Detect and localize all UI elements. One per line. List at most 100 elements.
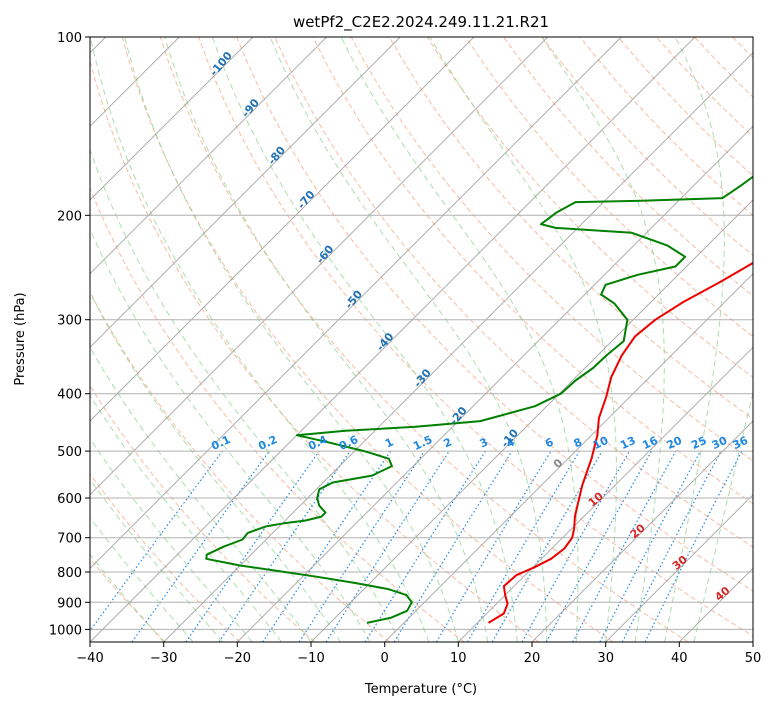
dewpoint-profile [205,175,753,624]
moist-adiabat-line [90,553,165,642]
isotherm-line [531,420,753,642]
moist-adiabat-line [90,228,371,642]
mixing-ratio-line [218,450,351,642]
dry-adiabat-line [90,59,540,642]
mixing-ratio-line [644,450,743,642]
x-tick-label: −40 [76,651,103,666]
mixing-ratio-line [185,450,320,642]
dry-adiabat-line [274,37,753,548]
isotherm-line [90,37,254,201]
mixing-ratio-line [572,450,677,642]
mixing-ratio-line [262,450,392,642]
x-axis-ticks: −40 −30 −20 −10 0 10 20 30 40 50 [76,642,761,666]
isotherm-line [90,37,401,349]
dry-adiabat-line [426,37,753,378]
dry-adiabat-line [121,37,614,642]
isotherm-line [90,37,328,275]
mixing-ratio-lines [90,450,743,642]
isotherm-line [384,272,753,642]
y-tick-label: 700 [57,532,82,547]
isotherm-line [90,37,475,422]
moist-adiabat-line [269,37,548,642]
dry-adiabat-line [90,472,241,642]
y-axis-ticks: 100 200 300 400 500 600 700 800 900 1000 [49,31,90,638]
isotherm-line [90,37,549,496]
y-tick-label: 300 [57,314,82,329]
y-tick-label: 500 [57,445,82,460]
mixing-ratio-line [545,450,653,642]
dry-adiabat-line [90,384,316,642]
moist-adiabat-line [211,37,518,642]
isotherms [90,37,753,642]
mixing-ratio-line [298,450,425,642]
moist-adiabat-line [429,37,617,642]
plot-area: 0.1 0.2 0.4 0.6 1 1.5 2 3 4 6 8 10 13 16 20 25 30 36-100-… [90,37,775,642]
moist-adiabat-line [90,292,341,642]
temperature-profile [487,261,753,624]
moist-adiabat-line [90,516,194,642]
moist-adiabat-line [693,390,753,642]
moist-adiabat-line [90,478,223,642]
y-tick-label: 1000 [49,623,82,638]
dry-adiabat-line [350,37,753,462]
mixing-ratio-line [90,450,223,632]
mixing-ratio-label: 13 [618,434,637,452]
isotherm-line [236,125,753,642]
x-tick-label: 50 [745,651,762,666]
dry-adiabat-line [771,37,775,642]
x-tick-label: −10 [297,651,324,666]
mixing-ratio-label: 20 [665,434,685,452]
y-tick-label: 600 [57,492,82,507]
x-tick-label: 30 [597,651,614,666]
y-tick-label: 900 [57,596,82,611]
mixing-ratio-label: 30 [710,434,730,452]
mixing-ratio-line [131,450,270,642]
moist-adiabat-line [541,37,665,642]
dry-adiabat-line [159,37,689,642]
y-axis-label: Pressure (hPa) [13,292,28,385]
mixing-ratio-line [325,450,450,642]
mixing-ratio-label: 16 [640,434,660,452]
plot-frame [89,36,754,643]
dry-adiabat-line [503,37,753,297]
mixing-ratio-line [521,450,631,642]
isotherm-line [605,493,753,642]
x-tick-label: 0 [381,651,389,666]
isotherm-line [90,37,622,570]
x-tick-label: −20 [224,651,251,666]
x-axis-label: Temperature (°C) [364,682,477,697]
moist-adiabat-line [340,37,579,642]
y-tick-label: 800 [57,566,82,581]
isotherm-line [457,346,753,642]
sounding-series [205,175,753,624]
dry-adiabat-line [236,37,753,592]
chart-title: wetPf2_C2E2.2024.249.11.21.R21 [293,13,549,32]
y-tick-label: 400 [57,388,82,403]
mixing-ratio-label: 10 [591,434,611,452]
moist-adiabat-line [90,148,400,642]
isotherm-line [310,199,753,642]
mixing-ratio-label: 36 [731,434,751,452]
dry-adiabat-line [198,37,753,637]
mixing-ratio-label: 25 [689,434,708,452]
moist-adiabat-line [124,37,459,642]
plot-background [90,37,753,642]
y-tick-label: 200 [57,209,82,224]
moist-adiabat-line [90,438,253,642]
mixing-ratio-line [393,450,513,642]
isotherm-line [163,51,753,642]
moist-adiabat-line [164,37,489,642]
y-tick-label: 100 [57,31,82,46]
dry-adiabat-line [90,557,166,642]
moist-adiabat-line [90,394,282,642]
x-tick-label: 40 [671,651,688,666]
x-tick-label: −30 [150,651,177,666]
pressure-gridlines [90,37,753,630]
moist-adiabat-line [90,37,430,642]
dry-adiabat-line [90,291,390,642]
x-tick-label: 20 [524,651,541,666]
isotherm-line [752,641,753,642]
isotherm-line [90,37,696,642]
x-tick-label: 10 [450,651,467,666]
